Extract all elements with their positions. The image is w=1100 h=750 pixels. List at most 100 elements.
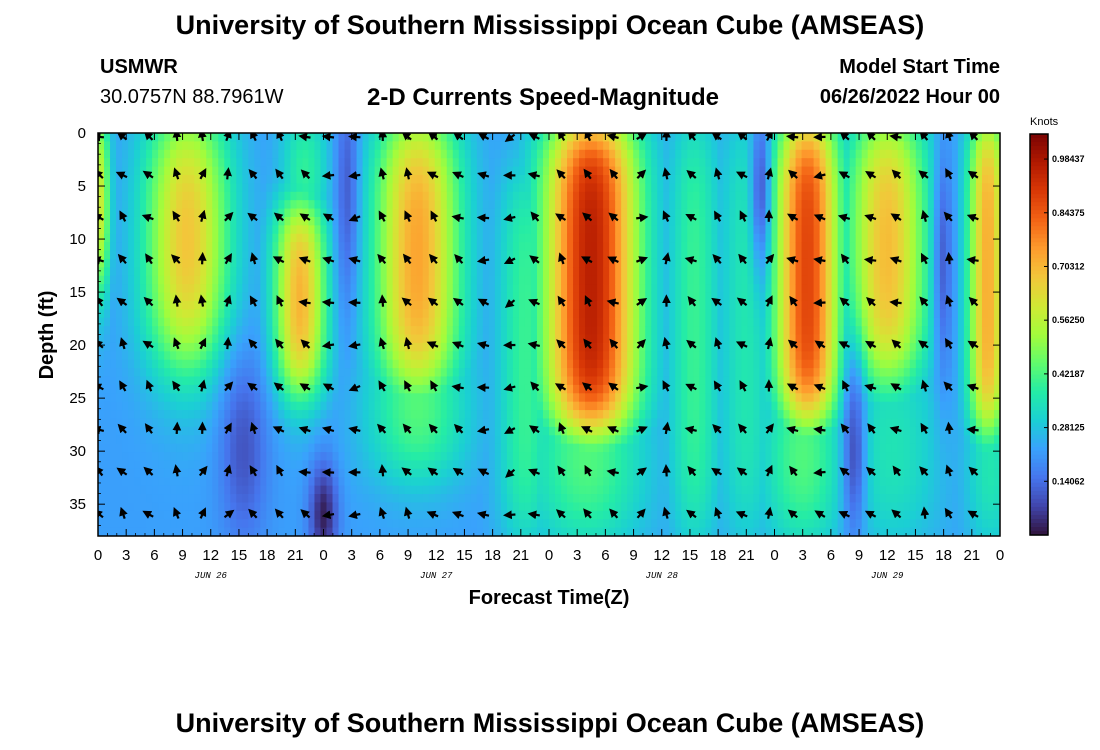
heatmap-cell [518,284,526,294]
heatmap-cell [242,133,249,142]
heatmap-cell [308,351,316,361]
heatmap-cell [645,242,652,252]
heatmap-cell [176,216,183,226]
heatmap-cell [206,368,213,378]
heatmap-cell [434,393,442,403]
heatmap-cell [561,494,568,504]
heatmap-cell [693,292,700,302]
heatmap-cell [296,502,304,512]
heatmap-cell [356,410,364,420]
heatmap-cell [524,519,532,529]
heatmap-cell [621,250,628,260]
heatmap-cell [530,183,538,193]
heatmap-cell [362,149,370,159]
heatmap-cell [687,233,694,243]
heatmap-cell [434,376,442,386]
heatmap-cell [98,477,105,487]
heatmap-cell [416,418,424,428]
heatmap-cell [555,477,562,487]
heatmap-cell [452,191,460,201]
heatmap-cell [188,435,195,445]
heatmap-cell [585,477,592,487]
heatmap-cell [362,292,370,302]
heatmap-cell [627,443,634,453]
heatmap-cell [434,519,442,529]
heatmap-cell [254,410,261,420]
heatmap-cell [272,435,279,445]
heatmap-cell [98,225,105,235]
heatmap-cell [482,200,490,210]
heatmap-cell [470,351,478,361]
heatmap-cell [362,309,370,319]
heatmap-cell [675,494,682,504]
heatmap-cell [651,225,658,235]
heatmap-cell [350,376,358,386]
heatmap-cell [717,334,724,344]
station-coordinates: 30.0757N 88.7961W [100,86,284,108]
heatmap-cell [182,334,189,344]
heatmap-cell [500,317,508,327]
heatmap-cell [314,376,322,386]
heatmap-cell [128,250,135,260]
heatmap-cell [134,267,141,277]
heatmap-cell [200,401,207,411]
heatmap-cell [675,502,682,512]
heatmap-cell [482,317,490,327]
heatmap-cell [134,183,141,193]
heatmap-cell [398,149,406,159]
heatmap-cell [140,410,147,420]
heatmap-cell [536,233,544,243]
heatmap-cell [404,368,412,378]
heatmap-cell [302,334,310,344]
heatmap-cell [561,141,568,151]
heatmap-cell [549,510,556,520]
heatmap-cell [194,334,201,344]
heatmap-cell [579,275,586,285]
heatmap-cell [254,258,261,268]
heatmap-cell [452,317,460,327]
heatmap-cell [669,133,676,142]
heatmap-cell [158,216,165,226]
heatmap-cell [140,275,147,285]
heatmap-cell [416,334,424,344]
heatmap-cell [615,225,622,235]
heatmap-cell [699,317,706,327]
heatmap-cell [152,384,159,394]
heatmap-cell [591,359,598,369]
heatmap-cell [591,519,598,529]
heatmap-cell [224,494,231,504]
heatmap-cell [512,166,520,176]
heatmap-cell [224,418,231,428]
heatmap-cell [176,359,183,369]
heatmap-cell [206,510,213,520]
heatmap-cell [398,510,406,520]
heatmap-cell [356,376,364,386]
heatmap-cell [218,376,225,386]
heatmap-cell [218,233,225,243]
heatmap-cell [398,141,406,151]
heatmap-cell [284,225,292,235]
heatmap-cell [128,351,135,361]
heatmap-cell [356,200,364,210]
heatmap-cell [98,494,105,504]
heatmap-cell [573,250,580,260]
heatmap-cell [140,216,147,226]
heatmap-cell [110,300,117,310]
heatmap-cell [609,317,616,327]
heatmap-cell [386,376,394,386]
heatmap-cell [482,334,490,344]
heatmap-cell [464,250,472,260]
heatmap-cell [621,284,628,294]
heatmap-cell [506,191,514,201]
heatmap-cell [170,300,177,310]
heatmap-cell [518,292,526,302]
heatmap-cell [356,359,364,369]
heatmap-cell [224,527,231,536]
heatmap-cell [122,267,129,277]
heatmap-cell [573,426,580,436]
heatmap-cell [344,149,352,159]
heatmap-cell [218,502,225,512]
heatmap-cell [338,334,346,344]
heatmap-cell [230,300,237,310]
heatmap-cell [272,200,279,210]
